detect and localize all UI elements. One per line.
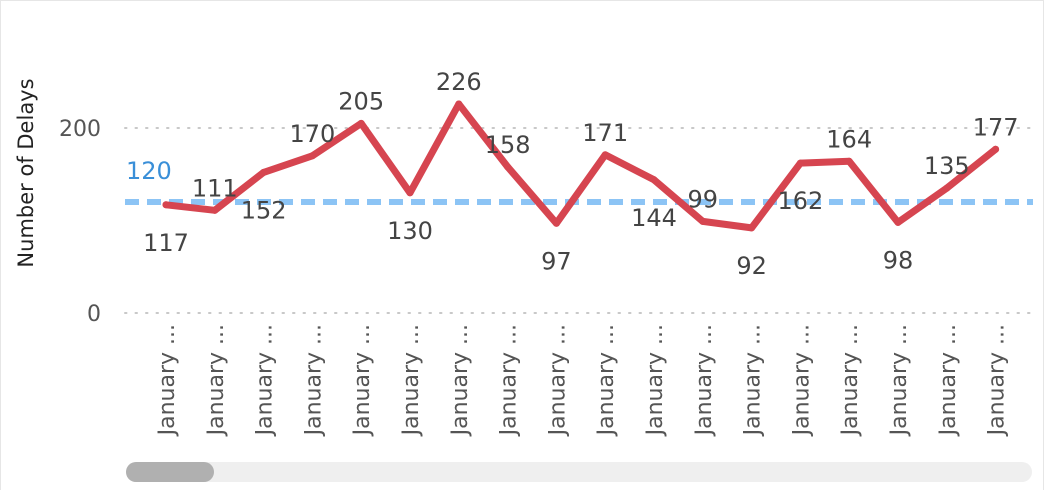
data-point <box>162 201 170 209</box>
x-tick-label: January ... <box>741 324 766 437</box>
data-point <box>357 119 365 127</box>
data-label: 152 <box>241 196 287 224</box>
data-label: 226 <box>436 68 482 96</box>
data-point <box>552 219 560 227</box>
x-tick-label: January ... <box>155 324 180 437</box>
y-tick-label: 200 <box>59 117 101 142</box>
data-point <box>260 168 268 176</box>
x-tick-label: January ... <box>643 324 668 437</box>
gridlines <box>124 127 1034 314</box>
data-label: 158 <box>485 131 531 159</box>
data-label: 97 <box>541 247 572 275</box>
data-point <box>650 176 658 184</box>
data-label: 111 <box>192 174 238 202</box>
data-point <box>943 184 951 192</box>
reference-line-label: 120 <box>126 157 172 185</box>
x-tick-label: January ... <box>204 324 229 437</box>
y-axis-title: Number of Delays <box>14 78 38 267</box>
x-tick-label: January ... <box>350 324 375 437</box>
data-point <box>699 217 707 225</box>
data-label: 117 <box>143 229 189 257</box>
data-label: 177 <box>973 113 1019 141</box>
x-tick-label: January ... <box>399 324 424 437</box>
x-tick-label: January ... <box>887 324 912 437</box>
data-point <box>308 152 316 160</box>
data-point <box>406 189 414 197</box>
data-label: 164 <box>826 125 872 153</box>
x-tick-label: January ... <box>594 324 619 437</box>
x-tick-label: January ... <box>985 324 1010 437</box>
data-point <box>992 145 1000 153</box>
data-label: 92 <box>736 252 767 280</box>
x-tick-label: January ... <box>789 324 814 437</box>
data-label: 170 <box>289 120 335 148</box>
data-point <box>211 206 219 214</box>
series-line <box>162 100 1000 232</box>
x-tick-label: January ... <box>253 324 278 437</box>
data-point <box>845 157 853 165</box>
x-tick-label: January ... <box>301 324 326 437</box>
x-tick-label: January ... <box>448 324 473 437</box>
data-label: 205 <box>338 87 384 115</box>
data-label: 130 <box>387 217 433 245</box>
horizontal-scrollbar[interactable] <box>126 462 1032 482</box>
scrollbar-thumb[interactable] <box>126 462 214 482</box>
series-group <box>162 100 1000 232</box>
x-tick-label: January ... <box>838 324 863 437</box>
x-tick-label: January ... <box>545 324 570 437</box>
data-label: 135 <box>924 152 970 180</box>
y-axis-ticks: 0 200 <box>59 117 101 327</box>
y-tick-label: 0 <box>87 302 101 327</box>
data-point <box>796 159 804 167</box>
data-point <box>894 218 902 226</box>
data-point <box>601 151 609 159</box>
x-axis-ticks: January ... January ... January ... January… <box>155 324 1010 437</box>
data-label: 144 <box>631 204 677 232</box>
data-point <box>455 100 463 108</box>
x-tick-label: January ... <box>936 324 961 437</box>
data-point <box>748 224 756 232</box>
data-label: 171 <box>582 119 628 147</box>
x-tick-label: January ... <box>497 324 522 437</box>
data-label: 99 <box>688 185 719 213</box>
data-point <box>504 163 512 171</box>
data-label: 162 <box>777 187 823 215</box>
x-tick-label: January ... <box>692 324 717 437</box>
data-label: 98 <box>883 246 914 274</box>
